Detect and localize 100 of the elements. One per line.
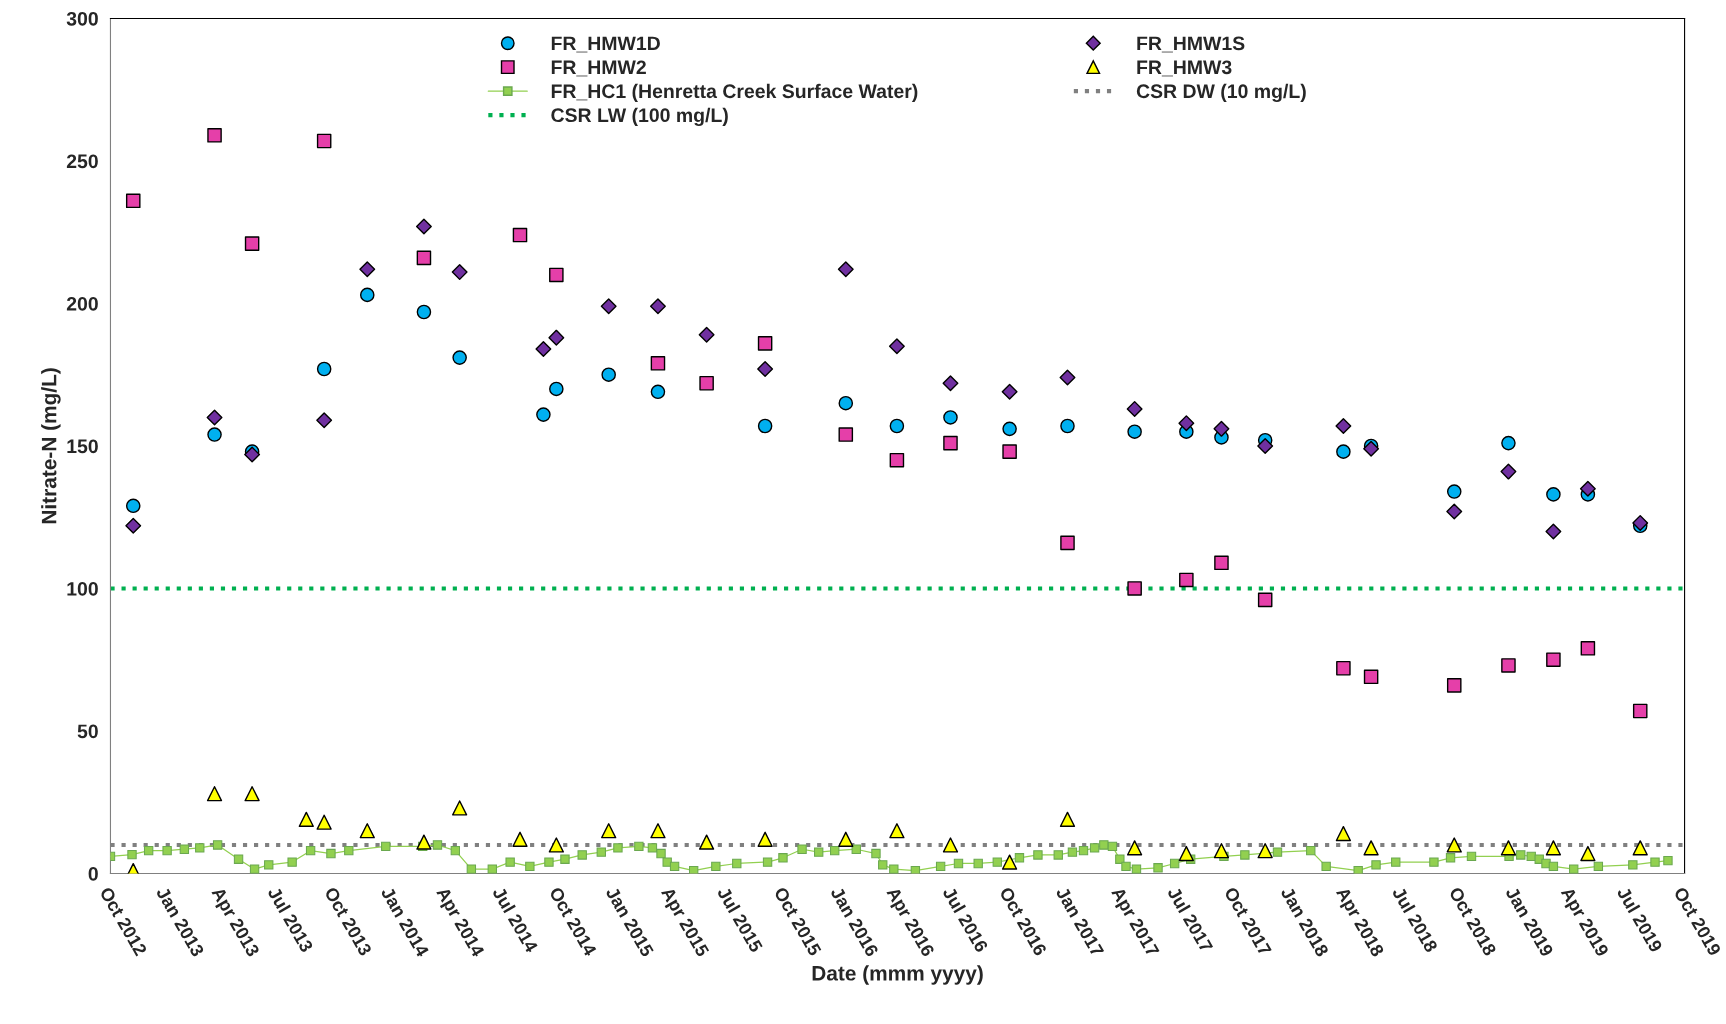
point (649, 298, 666, 315)
point (1632, 703, 1648, 719)
point (1178, 845, 1194, 862)
point (207, 427, 222, 442)
point (757, 831, 773, 847)
point (1127, 424, 1142, 439)
point (1257, 437, 1274, 454)
point (512, 227, 528, 243)
point (452, 800, 468, 816)
legend-label: FR_HMW1D (551, 36, 660, 53)
point (1213, 420, 1230, 437)
x-axis-title: Date (mmm yyyy) (812, 965, 983, 985)
point (1363, 840, 1379, 856)
point (650, 384, 666, 400)
point (1580, 845, 1596, 862)
point (888, 338, 905, 355)
point (1060, 535, 1075, 551)
point (549, 381, 564, 397)
point (943, 410, 958, 425)
point (549, 267, 564, 283)
point (1126, 840, 1143, 856)
point (1001, 854, 1018, 870)
point (535, 341, 552, 358)
point (359, 287, 375, 303)
point (650, 823, 666, 839)
point (838, 427, 854, 442)
point (1579, 480, 1596, 497)
legend-label: FR_HMW3 (1137, 60, 1232, 77)
point (601, 823, 617, 839)
y-tick-label: 100 (67, 581, 98, 596)
point (889, 823, 905, 839)
point (206, 409, 223, 426)
point (757, 336, 773, 351)
point (1214, 555, 1229, 571)
point (207, 128, 222, 143)
point (1335, 825, 1352, 842)
point (1127, 581, 1142, 596)
point (536, 407, 551, 422)
point (1059, 811, 1076, 827)
point (415, 218, 432, 235)
point (1501, 435, 1516, 451)
point (1336, 660, 1351, 676)
point (698, 326, 715, 343)
point (244, 446, 261, 463)
point (837, 261, 854, 278)
point (757, 418, 773, 434)
point (1126, 400, 1143, 417)
point (1500, 840, 1517, 856)
legend-label: CSR DW (10 mg/L) (1136, 83, 1306, 103)
y-tick-label: 150 (67, 439, 98, 454)
point (125, 498, 141, 514)
point (416, 250, 432, 266)
point (942, 375, 959, 392)
point (548, 329, 565, 346)
point (601, 367, 616, 382)
point (316, 133, 332, 149)
point (889, 418, 905, 434)
point (1002, 421, 1017, 437)
point (1363, 669, 1379, 685)
point (1178, 415, 1195, 432)
point (451, 264, 468, 281)
y-axis-title: Nitrate-N (mg/L) (41, 368, 61, 524)
point (1335, 418, 1352, 434)
point (1632, 840, 1648, 856)
point (1446, 484, 1462, 499)
point (943, 435, 958, 451)
point (206, 786, 223, 802)
point (125, 193, 141, 209)
point (1446, 837, 1462, 853)
legend-label: FR_HC1 (Henretta Creek Surface Water) (551, 83, 918, 102)
point (125, 517, 142, 534)
point (316, 814, 332, 830)
point (1257, 843, 1273, 859)
point (1257, 592, 1273, 608)
point (1060, 418, 1075, 434)
point (1500, 463, 1517, 480)
point (316, 361, 332, 377)
point (838, 831, 854, 847)
legend-label: FR_HMW2 (551, 60, 646, 77)
point (942, 837, 959, 853)
point (889, 452, 905, 468)
point (838, 395, 854, 411)
point (1446, 678, 1462, 693)
point (452, 350, 467, 365)
point (416, 304, 432, 320)
point (316, 412, 333, 429)
point (1632, 514, 1649, 531)
point (244, 786, 260, 802)
point (1545, 840, 1562, 856)
point (699, 375, 714, 391)
point (244, 236, 260, 251)
point (1213, 843, 1230, 859)
legend-label: CSR LW (100 mg/L) (551, 107, 728, 127)
point (359, 261, 376, 278)
point (698, 834, 715, 850)
point (650, 356, 666, 371)
point (416, 834, 432, 850)
point (1002, 444, 1017, 459)
y-tick-label: 0 (88, 866, 98, 881)
point (1446, 503, 1463, 520)
